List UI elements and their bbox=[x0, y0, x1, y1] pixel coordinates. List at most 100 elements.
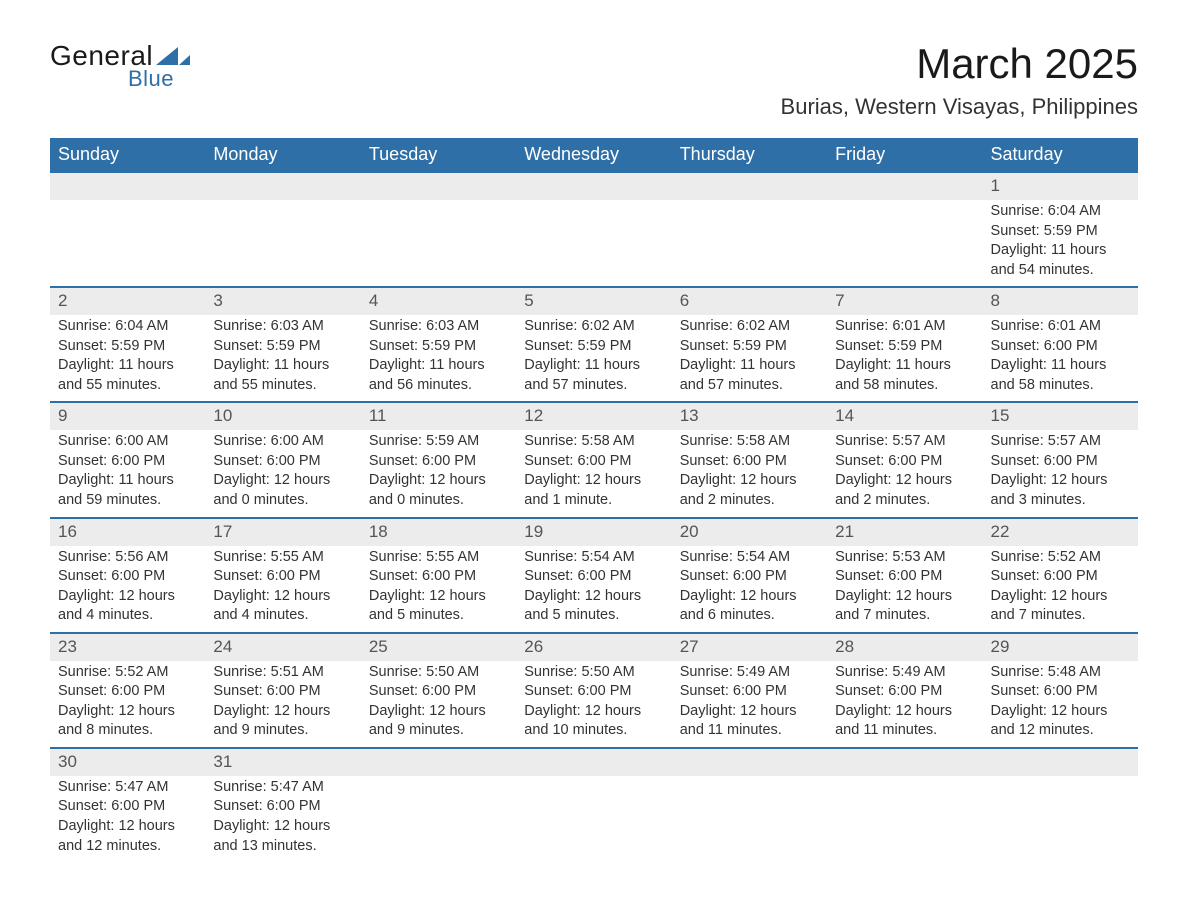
day-number-cell: 28 bbox=[827, 633, 982, 661]
day-number-cell: 16 bbox=[50, 518, 205, 546]
sunset-text: Sunset: 6:00 PM bbox=[835, 682, 974, 702]
sunrise-text: Sunrise: 5:48 AM bbox=[991, 663, 1130, 683]
day-number-cell: 2 bbox=[50, 287, 205, 315]
daylight-text: and 59 minutes. bbox=[58, 491, 197, 511]
day-number-cell: 18 bbox=[361, 518, 516, 546]
day-number-cell: 17 bbox=[205, 518, 360, 546]
sunset-text: Sunset: 6:00 PM bbox=[213, 452, 352, 472]
day-number-cell: 4 bbox=[361, 287, 516, 315]
sunrise-text: Sunrise: 5:50 AM bbox=[369, 663, 508, 683]
day-number-cell: 9 bbox=[50, 402, 205, 430]
daylight-text: and 0 minutes. bbox=[369, 491, 508, 511]
sunset-text: Sunset: 6:00 PM bbox=[991, 682, 1130, 702]
weekday-header: Wednesday bbox=[516, 138, 671, 172]
daylight-text: Daylight: 12 hours bbox=[835, 702, 974, 722]
day-number-cell: 15 bbox=[983, 402, 1138, 430]
sunrise-text: Sunrise: 6:04 AM bbox=[991, 202, 1130, 222]
sunrise-text: Sunrise: 5:55 AM bbox=[369, 548, 508, 568]
weekday-header: Tuesday bbox=[361, 138, 516, 172]
calendar-header-row: SundayMondayTuesdayWednesdayThursdayFrid… bbox=[50, 138, 1138, 172]
day-number-cell: 3 bbox=[205, 287, 360, 315]
day-details-cell: Sunrise: 5:54 AMSunset: 6:00 PMDaylight:… bbox=[516, 546, 671, 633]
day-details-cell: Sunrise: 5:50 AMSunset: 6:00 PMDaylight:… bbox=[361, 661, 516, 748]
calendar-week-daynum-row: 23242526272829 bbox=[50, 633, 1138, 661]
daylight-text: Daylight: 11 hours bbox=[835, 356, 974, 376]
day-details-cell bbox=[827, 200, 982, 287]
weekday-header: Monday bbox=[205, 138, 360, 172]
sunrise-text: Sunrise: 5:54 AM bbox=[524, 548, 663, 568]
sunrise-text: Sunrise: 6:02 AM bbox=[524, 317, 663, 337]
daylight-text: and 0 minutes. bbox=[213, 491, 352, 511]
day-details-cell: Sunrise: 5:58 AMSunset: 6:00 PMDaylight:… bbox=[516, 430, 671, 517]
calendar-week-details-row: Sunrise: 6:04 AMSunset: 5:59 PMDaylight:… bbox=[50, 315, 1138, 402]
sunset-text: Sunset: 6:00 PM bbox=[213, 567, 352, 587]
header: General Blue March 2025 Burias, Western … bbox=[50, 40, 1138, 120]
day-number-cell bbox=[361, 172, 516, 200]
day-details-cell: Sunrise: 5:54 AMSunset: 6:00 PMDaylight:… bbox=[672, 546, 827, 633]
daylight-text: Daylight: 11 hours bbox=[524, 356, 663, 376]
calendar-week-details-row: Sunrise: 5:52 AMSunset: 6:00 PMDaylight:… bbox=[50, 661, 1138, 748]
day-details-cell: Sunrise: 5:48 AMSunset: 6:00 PMDaylight:… bbox=[983, 661, 1138, 748]
calendar-week-daynum-row: 9101112131415 bbox=[50, 402, 1138, 430]
daylight-text: Daylight: 12 hours bbox=[524, 587, 663, 607]
month-title: March 2025 bbox=[781, 40, 1138, 88]
day-number-cell: 5 bbox=[516, 287, 671, 315]
day-number-cell: 1 bbox=[983, 172, 1138, 200]
day-number-cell bbox=[827, 172, 982, 200]
weekday-header: Friday bbox=[827, 138, 982, 172]
sunrise-text: Sunrise: 5:57 AM bbox=[835, 432, 974, 452]
daylight-text: Daylight: 12 hours bbox=[835, 471, 974, 491]
sunrise-text: Sunrise: 5:51 AM bbox=[213, 663, 352, 683]
daylight-text: Daylight: 11 hours bbox=[991, 241, 1130, 261]
sunrise-text: Sunrise: 6:01 AM bbox=[835, 317, 974, 337]
day-number-cell: 14 bbox=[827, 402, 982, 430]
daylight-text: and 10 minutes. bbox=[524, 721, 663, 741]
day-details-cell: Sunrise: 6:00 AMSunset: 6:00 PMDaylight:… bbox=[205, 430, 360, 517]
day-details-cell: Sunrise: 5:49 AMSunset: 6:00 PMDaylight:… bbox=[672, 661, 827, 748]
daylight-text: and 9 minutes. bbox=[213, 721, 352, 741]
day-details-cell: Sunrise: 5:50 AMSunset: 6:00 PMDaylight:… bbox=[516, 661, 671, 748]
sunrise-text: Sunrise: 5:55 AM bbox=[213, 548, 352, 568]
calendar-week-daynum-row: 1 bbox=[50, 172, 1138, 200]
sunrise-text: Sunrise: 6:03 AM bbox=[213, 317, 352, 337]
day-number-cell: 10 bbox=[205, 402, 360, 430]
sunrise-text: Sunrise: 5:47 AM bbox=[213, 778, 352, 798]
day-details-cell: Sunrise: 5:53 AMSunset: 6:00 PMDaylight:… bbox=[827, 546, 982, 633]
daylight-text: Daylight: 12 hours bbox=[369, 702, 508, 722]
daylight-text: and 9 minutes. bbox=[369, 721, 508, 741]
daylight-text: Daylight: 12 hours bbox=[991, 587, 1130, 607]
daylight-text: Daylight: 12 hours bbox=[680, 702, 819, 722]
daylight-text: Daylight: 11 hours bbox=[680, 356, 819, 376]
sunrise-text: Sunrise: 5:56 AM bbox=[58, 548, 197, 568]
daylight-text: and 2 minutes. bbox=[835, 491, 974, 511]
day-number-cell: 31 bbox=[205, 748, 360, 776]
daylight-text: and 55 minutes. bbox=[58, 376, 197, 396]
sunrise-text: Sunrise: 5:54 AM bbox=[680, 548, 819, 568]
sunset-text: Sunset: 6:00 PM bbox=[680, 682, 819, 702]
daylight-text: and 4 minutes. bbox=[58, 606, 197, 626]
day-number-cell bbox=[983, 748, 1138, 776]
sunset-text: Sunset: 5:59 PM bbox=[680, 337, 819, 357]
sunset-text: Sunset: 6:00 PM bbox=[991, 337, 1130, 357]
daylight-text: and 57 minutes. bbox=[680, 376, 819, 396]
day-details-cell: Sunrise: 6:00 AMSunset: 6:00 PMDaylight:… bbox=[50, 430, 205, 517]
daylight-text: Daylight: 12 hours bbox=[58, 702, 197, 722]
sunset-text: Sunset: 5:59 PM bbox=[369, 337, 508, 357]
location-subtitle: Burias, Western Visayas, Philippines bbox=[781, 94, 1138, 120]
sunrise-text: Sunrise: 6:04 AM bbox=[58, 317, 197, 337]
day-details-cell: Sunrise: 5:59 AMSunset: 6:00 PMDaylight:… bbox=[361, 430, 516, 517]
sunset-text: Sunset: 6:00 PM bbox=[369, 567, 508, 587]
day-details-cell bbox=[672, 776, 827, 862]
day-details-cell bbox=[672, 200, 827, 287]
title-block: March 2025 Burias, Western Visayas, Phil… bbox=[781, 40, 1138, 120]
daylight-text: Daylight: 11 hours bbox=[58, 356, 197, 376]
daylight-text: Daylight: 12 hours bbox=[680, 587, 819, 607]
day-number-cell: 27 bbox=[672, 633, 827, 661]
daylight-text: and 55 minutes. bbox=[213, 376, 352, 396]
sunrise-text: Sunrise: 5:59 AM bbox=[369, 432, 508, 452]
day-details-cell bbox=[983, 776, 1138, 862]
daylight-text: and 2 minutes. bbox=[680, 491, 819, 511]
sunrise-text: Sunrise: 5:49 AM bbox=[835, 663, 974, 683]
daylight-text: and 56 minutes. bbox=[369, 376, 508, 396]
calendar-week-daynum-row: 16171819202122 bbox=[50, 518, 1138, 546]
